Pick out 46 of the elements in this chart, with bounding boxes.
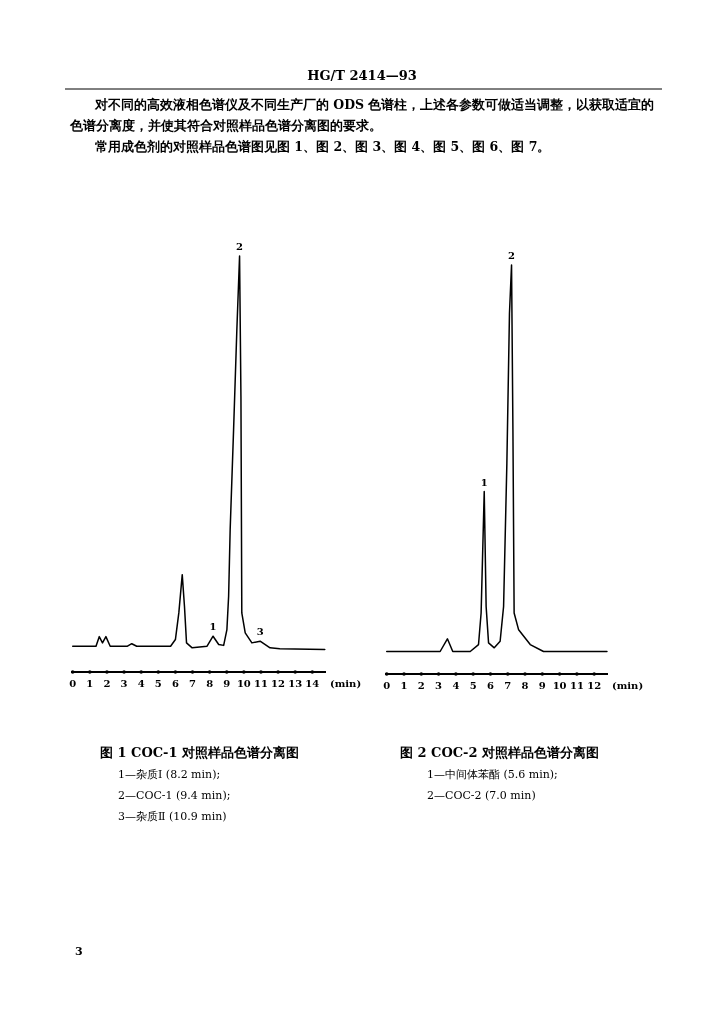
text: 3 <box>75 945 83 958</box>
x-tick-label: 11 <box>254 678 268 689</box>
x-tick-label: 10 <box>552 680 567 691</box>
text: 2—COC-2 (7.0 min) <box>427 789 536 802</box>
text: 图 2 COC-2 对照样品色谱分离图 <box>400 745 600 760</box>
annotation: 1 <box>209 621 217 633</box>
x-axis-title: (min) <box>330 678 362 689</box>
x-tick-label: 1 <box>400 680 408 691</box>
x-tick-label: 0 <box>383 680 391 691</box>
x-tick-label: 4 <box>137 678 145 689</box>
x-tick-label: 13 <box>288 678 303 689</box>
x-tick-label: 1 <box>86 678 94 689</box>
text: 常用成色剂的对照样品色谱图见图 1、图 2、图 3、图 4、图 5、图 6、图 7。 <box>94 138 552 156</box>
annotation: 2 <box>508 250 516 261</box>
annotation: 2 <box>236 241 244 252</box>
x-tick-label: 7 <box>189 678 197 689</box>
annotation: 1 <box>480 476 488 488</box>
x-tick-label: 8 <box>206 678 214 689</box>
x-tick-label: 0 <box>69 678 77 689</box>
x-tick-label: 8 <box>521 680 529 691</box>
annotation: 3 <box>256 626 264 638</box>
text: 对不同的高效液相色谱仪及不同生产厂的 ODS 色谱柱，上述各参数可做适当调整，以获取适宜的色谱分离度，并使其符合对照样品色谱分离图的要求。 <box>70 96 656 135</box>
x-tick-label: 3 <box>120 678 128 689</box>
x-tick-label: 11 <box>569 680 584 691</box>
x-tick-label: 2 <box>103 678 111 689</box>
text: 1—中间体苯酯 (5.6 min); <box>427 768 558 781</box>
x-tick-label: 9 <box>538 680 546 691</box>
x-tick-label: 4 <box>452 680 460 691</box>
x-tick-label: 12 <box>587 680 602 691</box>
x-tick-label: 6 <box>171 678 179 689</box>
x-tick-label: 12 <box>271 678 286 689</box>
x-axis-title: (min) <box>612 680 644 691</box>
x-tick-label: 9 <box>223 678 231 689</box>
text: 1—杂质Ⅰ (8.2 min); <box>118 768 221 781</box>
x-tick-label: 3 <box>435 680 443 691</box>
x-tick-label: 7 <box>504 680 512 691</box>
text: 3—杂质Ⅱ (10.9 min) <box>118 810 227 823</box>
text: 图 1 COC-1 对照样品色谱分离图 <box>100 745 300 760</box>
x-tick-label: 10 <box>236 678 251 689</box>
x-tick-label: 14 <box>305 678 320 689</box>
x-tick-label: 2 <box>417 680 425 691</box>
x-tick-label: 6 <box>486 680 494 691</box>
text: 2—COC-1 (9.4 min); <box>118 789 231 802</box>
x-tick-label: 5 <box>154 678 162 689</box>
x-tick-label: 5 <box>469 680 477 691</box>
text: HG/T 2414—93 <box>307 68 417 83</box>
